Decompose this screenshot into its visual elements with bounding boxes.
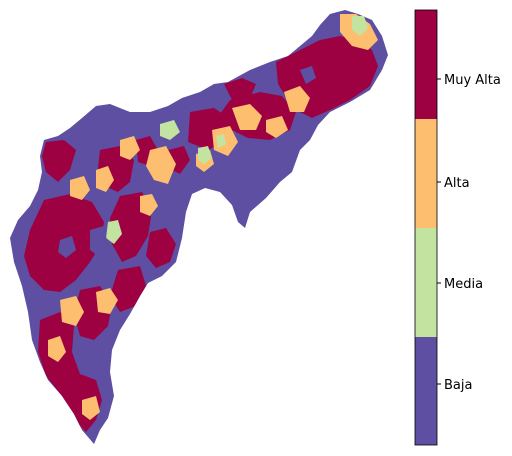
class-alta-zones bbox=[48, 14, 378, 420]
legend-swatch-baja bbox=[415, 337, 437, 445]
legend-label-media: Media bbox=[444, 277, 483, 292]
legend-label-baja: Baja bbox=[444, 378, 472, 393]
legend-label-muy-alta: Muy Alta bbox=[444, 73, 501, 88]
basin-map bbox=[10, 10, 388, 444]
legend-swatch-muy-alta bbox=[415, 10, 437, 119]
legend-swatch-alta bbox=[415, 119, 437, 228]
legend-colorbar: Muy Alta Alta Media Baja bbox=[414, 9, 501, 446]
class-media-zones bbox=[106, 16, 368, 244]
class-baja-patches bbox=[58, 66, 316, 258]
legend-border bbox=[414, 9, 438, 446]
legend-label-alta: Alta bbox=[444, 176, 470, 191]
legend-swatch-media bbox=[415, 228, 437, 337]
